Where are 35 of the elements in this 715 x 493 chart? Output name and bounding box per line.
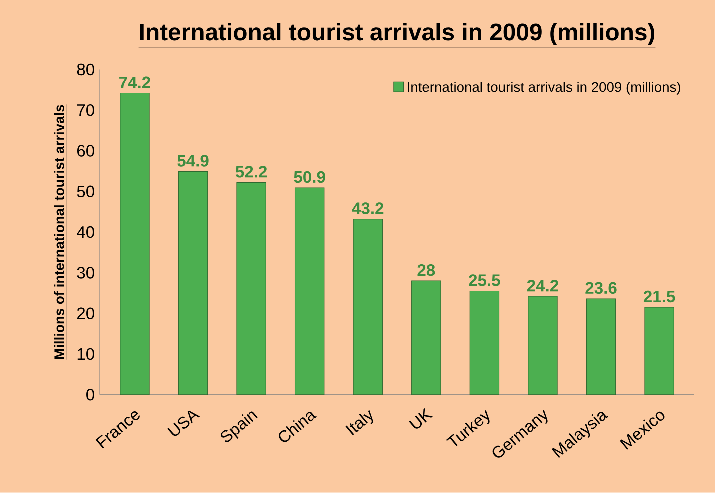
x-tick-label: USA [168,410,200,436]
y-tick-label: 20 [77,308,94,320]
data-label: 50.9 [294,171,326,184]
data-label: 54.9 [178,155,209,167]
bar [120,93,150,396]
data-label: 24.2 [527,280,558,292]
bar [236,182,266,396]
bar [586,298,616,396]
bar [294,188,325,396]
y-tick-label: 80 [77,64,94,76]
bar [644,307,674,396]
bar [528,296,558,396]
y-tick-label: 50 [77,186,94,198]
y-tick-label: 70 [77,104,94,116]
y-tick-label: 0 [86,389,94,401]
bar [178,171,208,396]
chart-title: International tourist arrivals in 2009 (millions) [140,23,655,46]
x-tick-label: UK [409,408,434,429]
y-axis-title: Millions of international tourist arrivals [54,105,64,360]
bar [412,280,442,396]
bar [470,290,500,396]
data-label: 52.2 [236,166,268,178]
data-label: 21.5 [644,290,676,303]
y-tick-label: 10 [78,348,94,360]
y-tick-label: 30 [77,267,94,279]
data-label: 43.2 [352,202,384,214]
y-tick-label: 60 [77,145,94,157]
data-label: 25.5 [469,274,500,286]
x-tick-label: Italy [346,410,374,436]
legend-label: International tourist arrivals in 2009 (millions) [408,82,680,95]
bar [353,219,383,396]
y-tick-label: 40 [77,226,94,238]
data-label: 23.6 [586,282,617,294]
data-label: 28 [418,264,436,276]
data-label: 74.2 [120,76,150,88]
